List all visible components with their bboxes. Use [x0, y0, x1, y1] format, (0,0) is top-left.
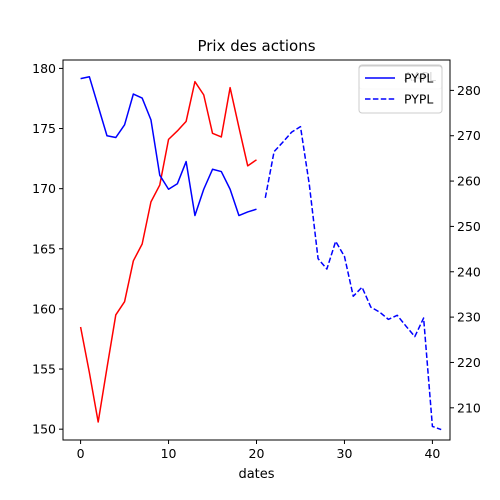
x-tick-label: 10 [161, 446, 177, 461]
y-tick-label: 175 [32, 121, 56, 136]
y2-tick-label: 270 [457, 128, 481, 143]
series-line-3 [264, 125, 442, 431]
x-tick-label: 0 [77, 446, 85, 461]
y-tick-label: 165 [32, 241, 56, 256]
x-tick-label: 20 [249, 446, 265, 461]
series-line-2 [80, 76, 257, 217]
y2-tick-label: 240 [457, 264, 481, 279]
series-layer [79, 76, 442, 431]
series-line-1 [79, 80, 257, 423]
y2-tick-label: 210 [457, 400, 481, 415]
y-tick-label: 150 [32, 422, 56, 437]
x-axis: 0 10 20 30 40 [77, 440, 440, 461]
x-axis-label: dates [238, 467, 274, 482]
y2-tick-label: 250 [457, 219, 481, 234]
y-axis-left: 150 155 160 165 170 175 180 [32, 61, 63, 437]
y-tick-label: 170 [32, 181, 56, 196]
legend-label: PYPL [404, 92, 433, 107]
legend: AAPLPYPLPYPL [358, 64, 443, 114]
chart-title: Prix des actions [197, 37, 315, 55]
y2-tick-label: 220 [457, 355, 481, 370]
y2-tick-label: 260 [457, 174, 481, 189]
legend-label: PYPL [404, 71, 433, 86]
y-axis-right: 210 220 230 240 250 260 270 280 [450, 83, 481, 415]
y2-tick-label: 280 [457, 83, 481, 98]
x-tick-label: 30 [337, 446, 353, 461]
y-tick-label: 180 [32, 61, 56, 76]
x-tick-label: 40 [424, 446, 440, 461]
y-tick-label: 155 [32, 362, 56, 377]
y-tick-label: 160 [32, 301, 56, 316]
y2-tick-label: 230 [457, 310, 481, 325]
